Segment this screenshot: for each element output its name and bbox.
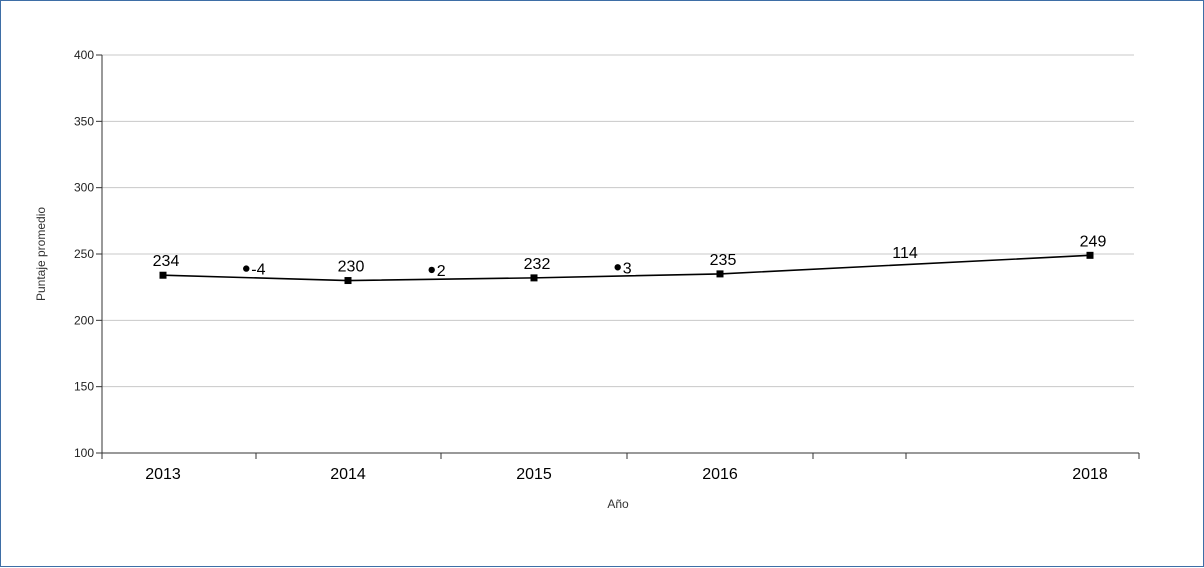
annotation-marker-0	[243, 265, 250, 272]
data-label-2014: 230	[338, 259, 365, 276]
annotation-label-0: -4	[251, 262, 265, 279]
data-label-2018: 249	[1080, 233, 1107, 250]
annotation-label-3: 114	[892, 245, 918, 262]
x-tick-label-2014: 2014	[330, 466, 366, 483]
data-point-2014	[344, 277, 352, 285]
annotation-marker-2	[614, 264, 621, 271]
y-tick-label-400: 400	[74, 48, 94, 62]
y-tick-label-250: 250	[74, 247, 94, 261]
y-tick-label-100: 100	[74, 446, 94, 460]
data-point-2018	[1086, 251, 1094, 259]
annotations: -4 2 3 114	[243, 245, 918, 280]
x-tick-label-2015: 2015	[516, 466, 552, 483]
y-axis-title: Puntaje promedio	[34, 207, 48, 301]
data-label-2013: 234	[153, 253, 180, 270]
annotation-label-2: 3	[623, 260, 632, 277]
annotation-marker-1	[428, 266, 435, 274]
annotation-label-1: 2	[437, 263, 446, 280]
x-tick-label-2016: 2016	[702, 466, 738, 483]
data-point-2016	[716, 270, 724, 278]
data-label-2016: 235	[710, 252, 737, 269]
y-tick-labels: 100 150 200 250 300 350 400	[74, 48, 94, 460]
y-tick-label-200: 200	[74, 313, 94, 327]
series-group: 234 230 232 235 249	[153, 233, 1107, 285]
y-tick-label-300: 300	[74, 181, 94, 195]
x-axis-title: Año	[607, 497, 629, 511]
y-tick-label-150: 150	[74, 380, 94, 394]
axes	[96, 54, 1140, 459]
y-tick-label-350: 350	[74, 114, 94, 128]
x-tick-labels: 2013 2014 2015 2016 2018	[145, 466, 1108, 483]
data-label-2015: 232	[524, 256, 551, 273]
data-point-2013	[159, 271, 167, 279]
x-tick-label-2013: 2013	[145, 466, 181, 483]
grid	[102, 54, 1134, 388]
data-point-2015	[530, 274, 538, 282]
x-tick-label-2018: 2018	[1072, 466, 1108, 483]
